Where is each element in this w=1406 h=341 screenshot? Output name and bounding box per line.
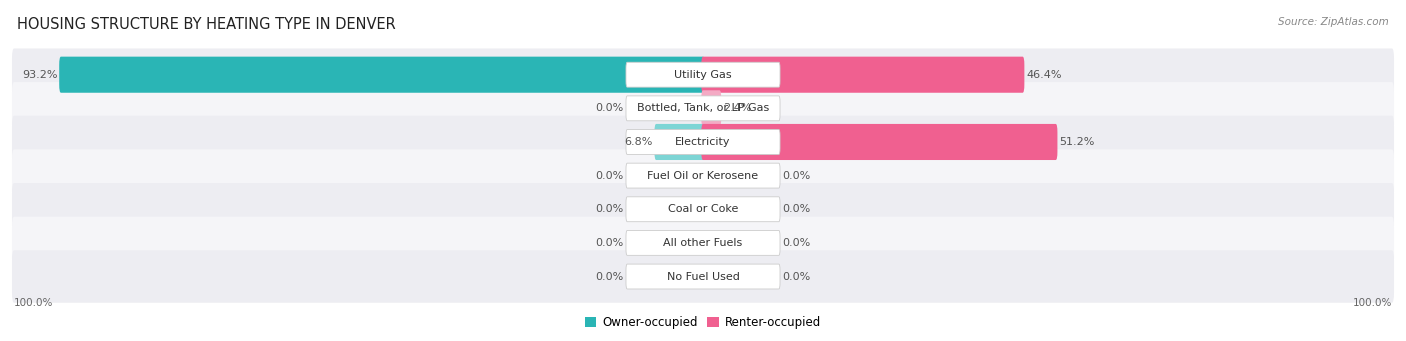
Text: Bottled, Tank, or LP Gas: Bottled, Tank, or LP Gas [637,103,769,113]
Text: All other Fuels: All other Fuels [664,238,742,248]
FancyBboxPatch shape [59,57,704,93]
FancyBboxPatch shape [13,250,1393,303]
Text: 93.2%: 93.2% [22,70,58,80]
FancyBboxPatch shape [626,163,780,188]
Text: Source: ZipAtlas.com: Source: ZipAtlas.com [1278,17,1389,27]
FancyBboxPatch shape [626,62,780,87]
FancyBboxPatch shape [13,48,1393,101]
FancyBboxPatch shape [13,82,1393,135]
Legend: Owner-occupied, Renter-occupied: Owner-occupied, Renter-occupied [579,312,827,334]
Text: HOUSING STRUCTURE BY HEATING TYPE IN DENVER: HOUSING STRUCTURE BY HEATING TYPE IN DEN… [17,17,395,32]
Text: Utility Gas: Utility Gas [675,70,731,80]
Text: 0.0%: 0.0% [596,170,624,181]
FancyBboxPatch shape [626,231,780,255]
FancyBboxPatch shape [13,217,1393,269]
Text: No Fuel Used: No Fuel Used [666,271,740,282]
FancyBboxPatch shape [13,116,1393,168]
FancyBboxPatch shape [13,183,1393,236]
Text: Coal or Coke: Coal or Coke [668,204,738,214]
FancyBboxPatch shape [626,264,780,289]
Text: 0.0%: 0.0% [782,271,810,282]
Text: 46.4%: 46.4% [1026,70,1062,80]
Text: 0.0%: 0.0% [596,271,624,282]
FancyBboxPatch shape [626,96,780,121]
Text: 51.2%: 51.2% [1059,137,1094,147]
Text: 6.8%: 6.8% [624,137,652,147]
Text: Fuel Oil or Kerosene: Fuel Oil or Kerosene [647,170,759,181]
Text: Electricity: Electricity [675,137,731,147]
Text: 0.0%: 0.0% [596,238,624,248]
FancyBboxPatch shape [702,90,721,127]
Text: 0.0%: 0.0% [596,204,624,214]
Text: 0.0%: 0.0% [596,103,624,113]
Text: 100.0%: 100.0% [1353,298,1392,308]
Text: 100.0%: 100.0% [14,298,53,308]
Text: 0.0%: 0.0% [782,170,810,181]
FancyBboxPatch shape [702,124,1057,160]
Text: 2.4%: 2.4% [723,103,751,113]
FancyBboxPatch shape [626,197,780,222]
FancyBboxPatch shape [654,124,704,160]
Text: 0.0%: 0.0% [782,204,810,214]
FancyBboxPatch shape [626,130,780,154]
Text: 0.0%: 0.0% [782,238,810,248]
FancyBboxPatch shape [702,57,1025,93]
FancyBboxPatch shape [13,149,1393,202]
